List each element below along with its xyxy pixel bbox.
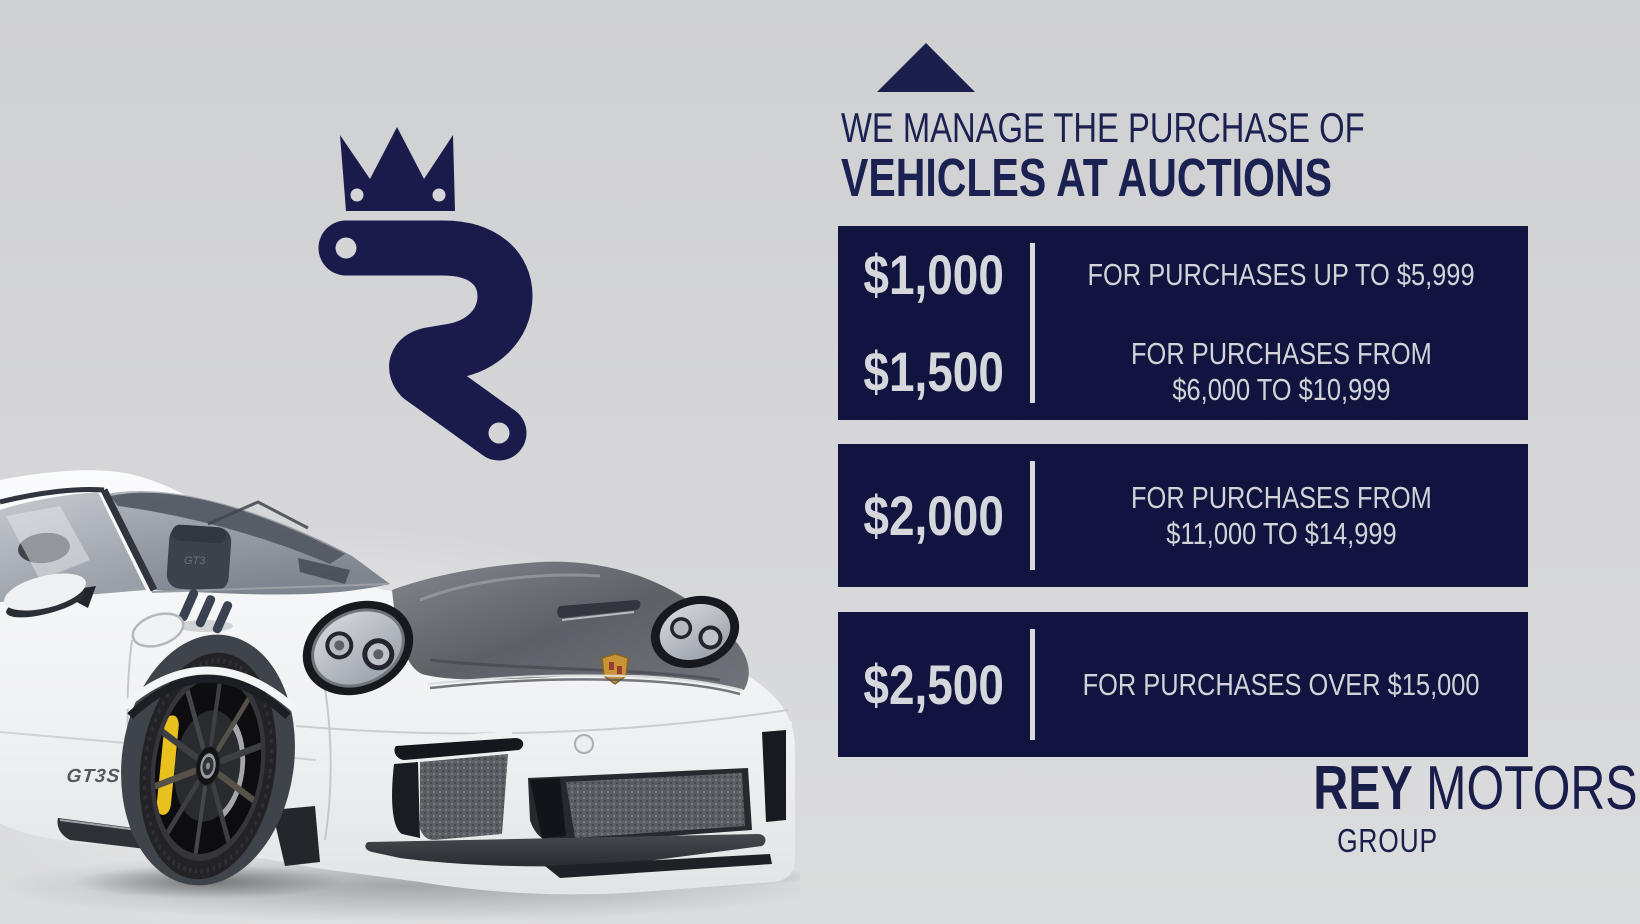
price-divider [1030,243,1035,403]
headline: WE MANAGE THE PURCHASE OF VEHICLES AT AU… [841,104,1512,208]
a-pillar-trim [0,487,158,592]
rim-spokes [154,676,262,856]
price-description: FOR PURCHASES OVER $15,000 [1083,666,1480,702]
triangle-up-icon [877,43,975,92]
windshield-wiper [207,500,309,530]
side-window [0,492,146,602]
fuel-cap [131,612,185,648]
hood [392,561,749,696]
splitter [545,854,772,878]
headlight-far [650,595,740,669]
price-description: FOR PURCHASES UP TO $5,999 [1087,256,1476,292]
headline-line2: VEHICLES AT AUCTIONS [841,148,1332,208]
side-mirror [4,573,96,618]
center-grille [528,768,752,844]
price-description: FOR PURCHASES FROM $11,000 TO $14,999 [1131,479,1432,551]
brand-name: REY MOTORS [1313,754,1638,823]
price-description: FOR PURCHASES FROM $6,000 TO $10,999 [1131,335,1432,407]
gt3s-decal: GT3S [65,766,121,787]
price-value: $1,500 [863,340,1005,403]
front-lip [365,834,766,867]
headlight-near [302,600,414,696]
pricing-panel-1: $1,000 $1,500 FOR PURCHASES UP TO $5,999… [838,226,1528,420]
fender-vents [177,589,233,634]
right-intake [757,721,793,822]
wheel-hub [196,747,220,785]
hood-vent [557,600,641,618]
driver-seat: GT3 [166,524,232,592]
price-value: $2,000 [863,484,1005,547]
side-intake [392,731,524,840]
seat-logo: GT3 [184,555,206,567]
letter-r-shape [318,220,533,461]
crown-icon [340,127,455,211]
parking-sensor [574,734,594,754]
headline-line1: WE MANAGE THE PURCHASE OF [841,104,1365,151]
front-bumper [365,721,793,878]
price-divider [1030,629,1035,740]
car-illustration: GT3S GT3 [0,470,800,922]
brand-logo [318,127,533,461]
wheel-arch-trim [119,666,299,719]
brand-subtitle: GROUP [1337,822,1438,859]
pricing-panel-3: $2,500 FOR PURCHASES OVER $15,000 [838,612,1528,757]
price-divider [1030,461,1035,570]
price-value: $1,000 [863,243,1005,306]
windshield: GT3 [106,491,390,595]
price-value: $2,500 [863,653,1005,716]
pricing-panel-2: $2,000 FOR PURCHASES FROM $11,000 TO $14… [838,444,1528,587]
brand-lockup: REY MOTORS GROUP [1255,754,1638,859]
